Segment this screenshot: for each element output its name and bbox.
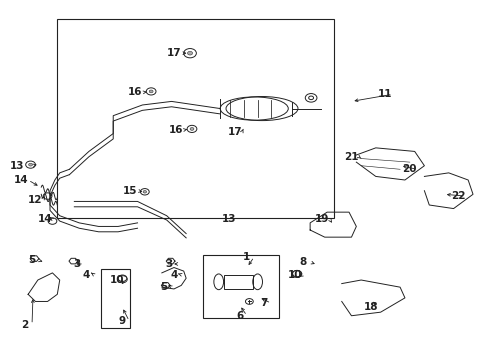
Circle shape bbox=[190, 127, 194, 130]
Bar bbox=[203, 255, 278, 318]
Text: 4: 4 bbox=[170, 270, 177, 280]
Text: 3: 3 bbox=[73, 259, 80, 269]
Text: 21: 21 bbox=[344, 152, 358, 162]
Text: 5: 5 bbox=[28, 255, 35, 265]
Circle shape bbox=[187, 51, 192, 55]
Text: 10: 10 bbox=[110, 275, 124, 285]
Text: 12: 12 bbox=[28, 195, 42, 204]
Text: 15: 15 bbox=[123, 186, 137, 196]
Text: 2: 2 bbox=[21, 320, 28, 330]
Text: 10: 10 bbox=[288, 270, 302, 280]
Text: 5: 5 bbox=[161, 282, 167, 292]
Text: 17: 17 bbox=[227, 127, 242, 137]
Text: 20: 20 bbox=[402, 164, 416, 174]
Text: 1: 1 bbox=[243, 252, 250, 262]
Text: 13: 13 bbox=[10, 161, 24, 171]
Text: 14: 14 bbox=[14, 175, 28, 185]
Text: 4: 4 bbox=[82, 270, 90, 280]
Text: 16: 16 bbox=[169, 125, 183, 135]
Text: 13: 13 bbox=[221, 214, 236, 224]
Text: 17: 17 bbox=[166, 48, 181, 58]
Circle shape bbox=[149, 90, 153, 93]
Bar bbox=[223, 275, 252, 289]
Text: 3: 3 bbox=[165, 259, 172, 269]
Bar bbox=[101, 269, 130, 328]
Text: 7: 7 bbox=[260, 298, 267, 308]
Text: 18: 18 bbox=[363, 302, 377, 312]
Circle shape bbox=[143, 190, 146, 193]
Text: 14: 14 bbox=[38, 214, 52, 224]
Text: 9: 9 bbox=[118, 316, 125, 326]
Text: 8: 8 bbox=[299, 257, 306, 267]
Text: 11: 11 bbox=[378, 89, 392, 99]
Text: 19: 19 bbox=[314, 214, 329, 224]
Text: 6: 6 bbox=[236, 311, 243, 321]
Circle shape bbox=[29, 163, 32, 166]
Text: 22: 22 bbox=[450, 191, 465, 201]
Bar bbox=[57, 19, 334, 217]
Text: 16: 16 bbox=[127, 87, 142, 98]
